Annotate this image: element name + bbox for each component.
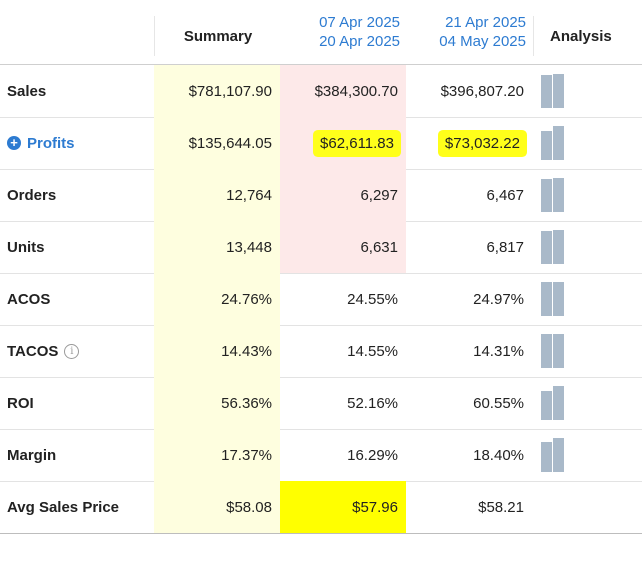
period-2-cell: 14.31%	[473, 342, 524, 360]
highlighted-value: $73,032.22	[440, 132, 524, 154]
row-label: ACOS	[7, 290, 51, 308]
header-analysis-label: Analysis	[550, 27, 612, 45]
header-period-2-end: 04 May 2025	[439, 33, 526, 50]
analysis-bar-period-1	[541, 334, 552, 368]
row-label: Sales	[7, 82, 47, 100]
header-summary[interactable]: Summary	[154, 16, 281, 56]
table-row-units: Units 13,448 6,631 6,817	[0, 221, 642, 274]
highlighted-value: $62,611.83	[316, 132, 398, 154]
period-2-cell: $73,032.22	[406, 117, 533, 169]
table-header: Summary 07 Apr 2025 20 Apr 2025 21 Apr 2…	[0, 0, 642, 65]
row-label: TACOS	[7, 342, 59, 360]
header-summary-label: Summary	[183, 27, 253, 45]
analysis-cell	[533, 377, 642, 429]
analysis-bar-period-2	[553, 334, 564, 368]
analysis-bar-period-1	[541, 442, 552, 472]
analysis-cell	[533, 325, 642, 377]
period-2-cell: 6,817	[486, 238, 524, 256]
period-1-cell: $384,300.70	[280, 65, 406, 117]
row-label: Units	[7, 238, 45, 256]
analysis-cell	[533, 117, 642, 169]
plus-circle-icon[interactable]: +	[7, 136, 21, 150]
period-1-cell: 16.29%	[347, 446, 398, 464]
analysis-cell	[533, 429, 642, 481]
row-label: Margin	[7, 446, 57, 464]
table-row-sales: Sales $781,107.90 $384,300.70 $396,807.2…	[0, 65, 642, 118]
period-2-cell: 6,467	[486, 186, 524, 204]
summary-cell: 12,764	[154, 169, 280, 221]
analysis-bar-period-1	[541, 179, 552, 212]
period-1-cell: $57.96	[280, 481, 406, 533]
analysis-bar-period-2	[553, 230, 564, 264]
header-period-2-start: 21 Apr 2025	[445, 14, 526, 31]
analysis-bar-period-1	[541, 75, 552, 108]
analysis-bar-period-1	[541, 282, 552, 316]
summary-cell: $135,644.05	[154, 117, 280, 169]
row-label: ROI	[7, 394, 34, 412]
period-1-cell: $62,611.83	[280, 117, 406, 169]
info-icon[interactable]: i	[64, 343, 80, 359]
analysis-chart[interactable]	[541, 126, 564, 160]
analysis-bar-period-1	[541, 131, 552, 160]
analysis-cell	[533, 221, 642, 273]
analysis-chart[interactable]	[541, 282, 564, 316]
profits-expand-toggle[interactable]: + Profits	[7, 117, 153, 169]
period-2-cell: $396,807.20	[440, 82, 524, 100]
analysis-cell	[533, 273, 642, 325]
summary-cell: 24.76%	[154, 273, 280, 325]
analysis-chart[interactable]	[541, 74, 564, 108]
period-2-cell: 60.55%	[473, 394, 524, 412]
analysis-bar-period-1	[541, 391, 552, 420]
analysis-bar-period-1	[541, 231, 552, 264]
period-2-cell: 24.97%	[473, 290, 524, 308]
summary-cell: 13,448	[154, 221, 280, 273]
analysis-cell	[533, 481, 642, 533]
analysis-cell	[533, 65, 642, 117]
table-row-avg-sales-price: Avg Sales Price $58.08 $57.96 $58.21	[0, 481, 642, 534]
analysis-chart[interactable]	[541, 438, 564, 472]
period-2-cell: 18.40%	[473, 446, 524, 464]
period-1-cell: 6,631	[280, 221, 406, 273]
period-1-cell: 6,297	[280, 169, 406, 221]
analysis-bar-period-2	[553, 282, 564, 316]
analysis-bar-period-2	[553, 438, 564, 472]
period-2-cell: $58.21	[478, 498, 524, 516]
row-label: Orders	[7, 186, 57, 204]
analysis-chart[interactable]	[541, 178, 564, 212]
summary-cell: $781,107.90	[154, 65, 280, 117]
period-1-cell: 24.55%	[347, 290, 398, 308]
header-period-1-start: 07 Apr 2025	[319, 14, 400, 31]
row-label-container: TACOS i	[7, 325, 153, 377]
analysis-cell	[533, 169, 642, 221]
header-period-2[interactable]: 21 Apr 2025 04 May 2025	[406, 0, 526, 64]
table-row-roi: ROI 56.36% 52.16% 60.55%	[0, 377, 642, 430]
header-analysis: Analysis	[533, 16, 642, 56]
header-period-1[interactable]: 07 Apr 2025 20 Apr 2025	[280, 0, 400, 64]
table-row-profits: + Profits $135,644.05 $62,611.83 $73,032…	[0, 117, 642, 170]
analysis-chart[interactable]	[541, 386, 564, 420]
analysis-bar-period-2	[553, 178, 564, 212]
analysis-chart[interactable]	[541, 334, 564, 368]
header-period-1-end: 20 Apr 2025	[319, 33, 400, 50]
table-row-tacos: TACOS i 14.43% 14.55% 14.31%	[0, 325, 642, 378]
table-row-acos: ACOS 24.76% 24.55% 24.97%	[0, 273, 642, 326]
analysis-bar-period-2	[553, 386, 564, 420]
analysis-chart[interactable]	[541, 230, 564, 264]
table-row-orders: Orders 12,764 6,297 6,467	[0, 169, 642, 222]
table-row-margin: Margin 17.37% 16.29% 18.40%	[0, 429, 642, 482]
summary-cell: $58.08	[154, 481, 280, 533]
row-label: Avg Sales Price	[7, 498, 120, 516]
period-1-cell: 52.16%	[347, 394, 398, 412]
summary-cell: 56.36%	[154, 377, 280, 429]
summary-cell: 17.37%	[154, 429, 280, 481]
analysis-bar-period-2	[553, 74, 564, 108]
analysis-bar-period-2	[553, 126, 564, 160]
row-label: Profits	[27, 134, 75, 152]
period-1-cell: 14.55%	[347, 342, 398, 360]
summary-cell: 14.43%	[154, 325, 280, 377]
